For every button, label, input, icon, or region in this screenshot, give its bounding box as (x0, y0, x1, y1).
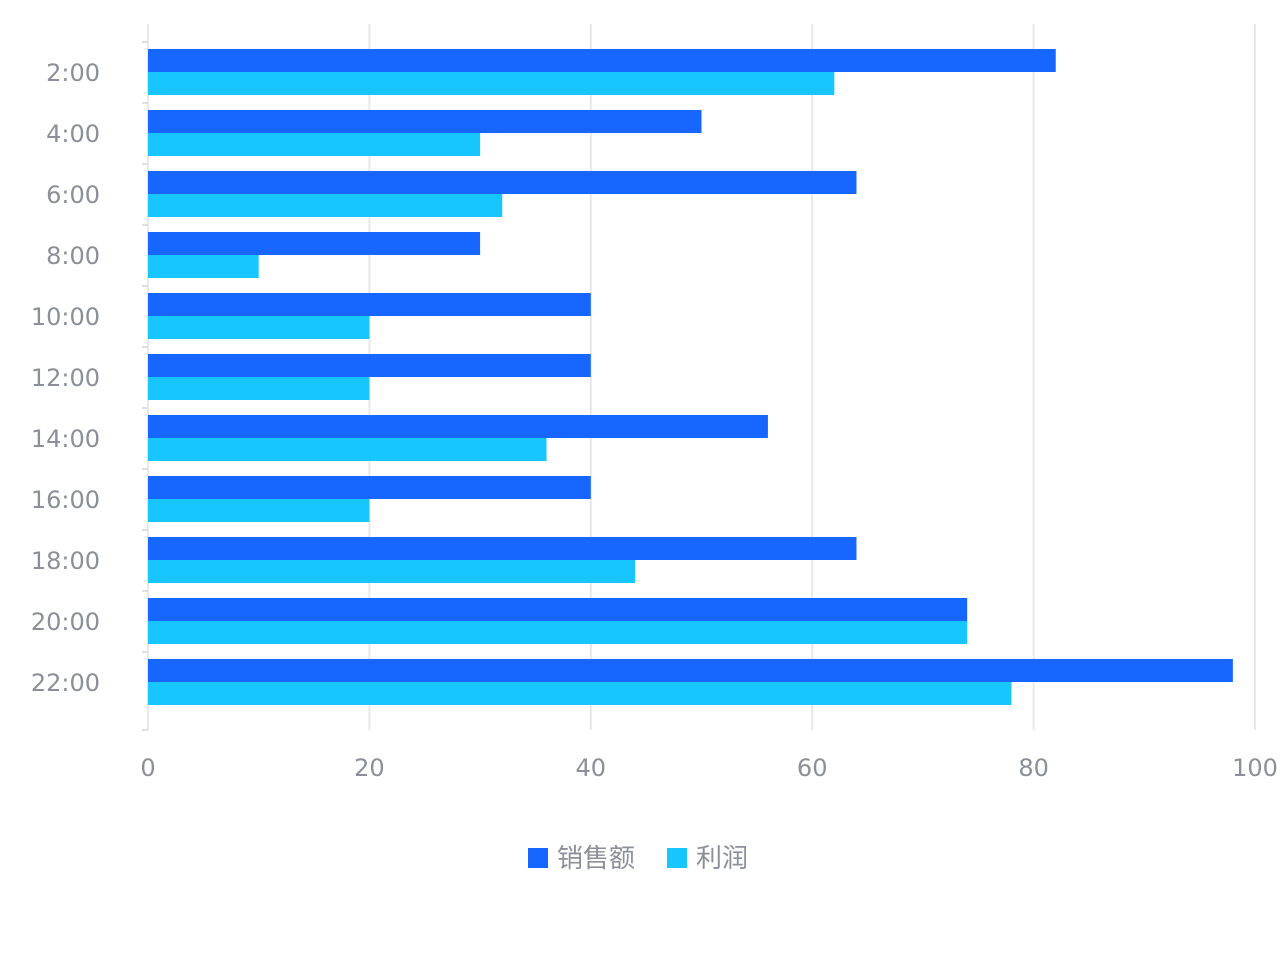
y-tick-label: 4:00 (46, 120, 100, 148)
bars (148, 49, 1233, 705)
bar-profit[interactable] (148, 499, 370, 522)
x-tick-label: 0 (140, 754, 155, 782)
bar-profit[interactable] (148, 316, 370, 339)
bar-profit[interactable] (148, 133, 481, 156)
bar-profit[interactable] (148, 194, 503, 217)
bar-sales[interactable] (148, 415, 768, 438)
x-axis: 0 20 40 60 80 100 (140, 754, 1278, 782)
x-tick-label: 100 (1232, 754, 1278, 782)
y-tick-label: 12:00 (31, 364, 100, 392)
x-tick-label: 60 (797, 754, 828, 782)
bar-profit[interactable] (148, 438, 547, 461)
y-axis: 2:00 4:00 6:00 8:00 10:00 12:00 14:00 16:00 18:0… (31, 41, 148, 731)
y-tick-label: 6:00 (46, 181, 100, 209)
y-tick-label: 20:00 (31, 608, 100, 636)
x-tick-label: 20 (354, 754, 385, 782)
bar-sales[interactable] (148, 476, 591, 499)
x-tick-label: 80 (1018, 754, 1049, 782)
x-tick-label: 40 (576, 754, 607, 782)
bar-sales[interactable] (148, 293, 591, 316)
legend-label: 销售额 (557, 844, 635, 874)
bar-sales[interactable] (148, 49, 1056, 72)
bar-profit[interactable] (148, 682, 1012, 705)
bar-profit[interactable] (148, 560, 636, 583)
y-tick-label: 8:00 (46, 242, 100, 270)
bar-sales[interactable] (148, 659, 1233, 682)
legend-swatch (528, 848, 548, 868)
bar-sales[interactable] (148, 354, 591, 377)
bar-sales[interactable] (148, 537, 857, 560)
bar-profit[interactable] (148, 255, 259, 278)
y-tick-label: 22:00 (31, 669, 100, 697)
bar-sales[interactable] (148, 598, 968, 621)
legend-item-sales[interactable]: 销售额 (528, 844, 635, 874)
y-tick-label: 16:00 (31, 486, 100, 514)
y-tick-label: 14:00 (31, 425, 100, 453)
legend[interactable]: 销售额 利润 (528, 844, 748, 874)
y-tick-label: 18:00 (31, 547, 100, 575)
bar-profit[interactable] (148, 621, 968, 644)
bar-sales[interactable] (148, 232, 481, 255)
bar-profit[interactable] (148, 377, 370, 400)
legend-item-profit[interactable]: 利润 (667, 844, 748, 874)
y-tick-label: 10:00 (31, 303, 100, 331)
y-tick-label: 2:00 (46, 59, 100, 87)
bar-profit[interactable] (148, 72, 835, 95)
bar-sales[interactable] (148, 110, 702, 133)
legend-swatch (667, 848, 687, 868)
bar-sales[interactable] (148, 171, 857, 194)
legend-label: 利润 (696, 844, 748, 874)
